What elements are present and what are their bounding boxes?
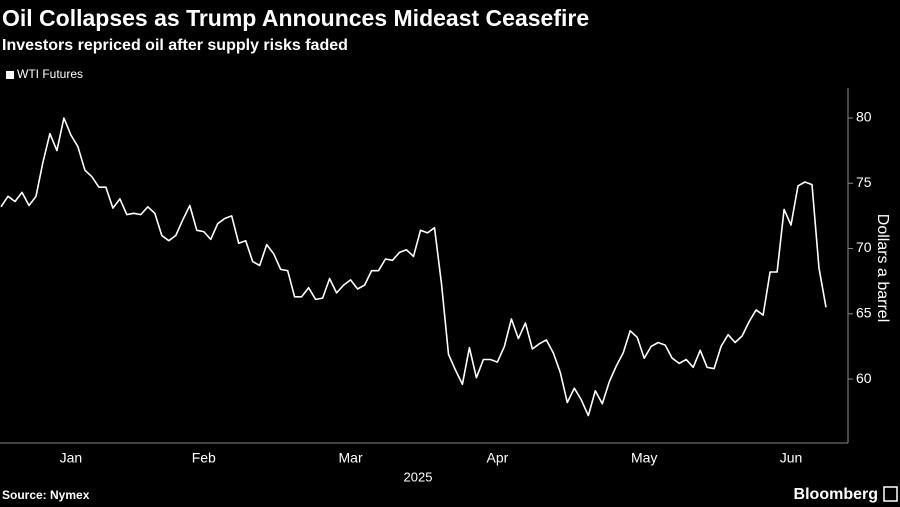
x-tick-label: Jun (780, 450, 803, 466)
brand: Bloomberg (794, 486, 878, 503)
y-axis-title: Dollars a barrel (874, 214, 891, 322)
x-tick-label: Feb (192, 450, 216, 466)
y-tick-label: 80 (856, 109, 872, 125)
brand-icon (883, 486, 898, 502)
y-tick-label: 70 (856, 239, 872, 255)
source: Source: Nymex (2, 488, 90, 502)
y-tick-label: 60 (856, 370, 872, 386)
legend-label: WTI Futures (17, 67, 83, 81)
chart-title: Oil Collapses as Trump Announces Mideast… (2, 5, 589, 31)
x-tick-label: Jan (60, 450, 83, 466)
x-tick-label: Mar (339, 450, 363, 466)
line-series (0, 117, 827, 417)
x-axis-label: 2025 (404, 469, 433, 484)
y-tick-label: 75 (856, 174, 872, 190)
x-tick-label: Apr (486, 450, 508, 466)
x-tick-label: May (631, 450, 657, 466)
chart-subtitle: Investors repriced oil after supply risk… (2, 37, 348, 54)
y-tick-label: 65 (856, 304, 872, 320)
legend-swatch (6, 71, 14, 79)
